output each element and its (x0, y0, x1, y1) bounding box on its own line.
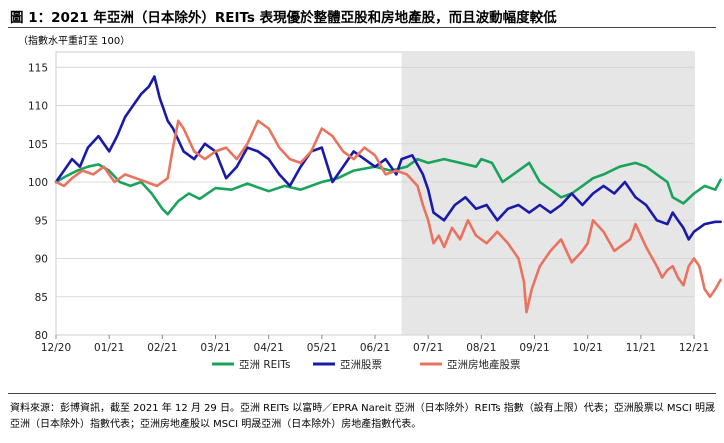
series-line-3 (54, 119, 722, 314)
x-tick-label: 11/21 (626, 342, 656, 354)
chart-subtitle: （指數水平重訂至 100） (18, 36, 131, 47)
footnote-rule (8, 393, 716, 394)
series-line-1 (54, 157, 722, 216)
x-tick-label: 12/20 (41, 342, 71, 354)
x-tick-label: 01/21 (94, 342, 124, 354)
y-tick-label: 80 (35, 330, 48, 342)
y-tick-label: 110 (28, 101, 48, 113)
y-tick-label: 90 (35, 254, 48, 266)
x-tick-label: 10/21 (573, 342, 603, 354)
legend-label-2: 亞洲股票 (340, 359, 382, 371)
y-tick-label: 115 (28, 62, 48, 74)
x-tick-label: 07/21 (413, 342, 443, 354)
shaded-region (401, 52, 694, 335)
line-chart: 80 85 90 95 100 105 110 115 12/20 01/21 02/21 03/21… (28, 51, 722, 371)
legend-label-1: 亞洲 REITs (239, 359, 291, 371)
y-tick-label: 105 (28, 139, 48, 151)
x-tick-label: 05/21 (307, 342, 337, 354)
y-tick-label: 100 (28, 177, 48, 189)
x-tick-label: 06/21 (360, 342, 390, 354)
x-tick-label: 12/21 (679, 342, 709, 354)
legend-label-3: 亞洲房地產股票 (447, 358, 521, 371)
y-tick-label: 95 (35, 215, 48, 227)
x-tick-label: 08/21 (466, 342, 496, 354)
series-line-2 (54, 75, 722, 241)
y-tick-label: 85 (35, 292, 48, 304)
chart-title: 圖 1：2021 年亞洲（日本除外）REITs 表現優於整體亞股和房地產股，而且… (10, 10, 557, 26)
x-tick-label: 02/21 (147, 342, 177, 354)
x-tick-label: 09/21 (519, 342, 549, 354)
x-tick-label: 04/21 (254, 342, 284, 354)
footnote: 資料來源：彭博資訊，截至 2021 年 12 月 29 日。亞洲 REITs 以… (10, 403, 715, 430)
title-rule (8, 27, 716, 28)
x-tick-label: 03/21 (200, 342, 230, 354)
